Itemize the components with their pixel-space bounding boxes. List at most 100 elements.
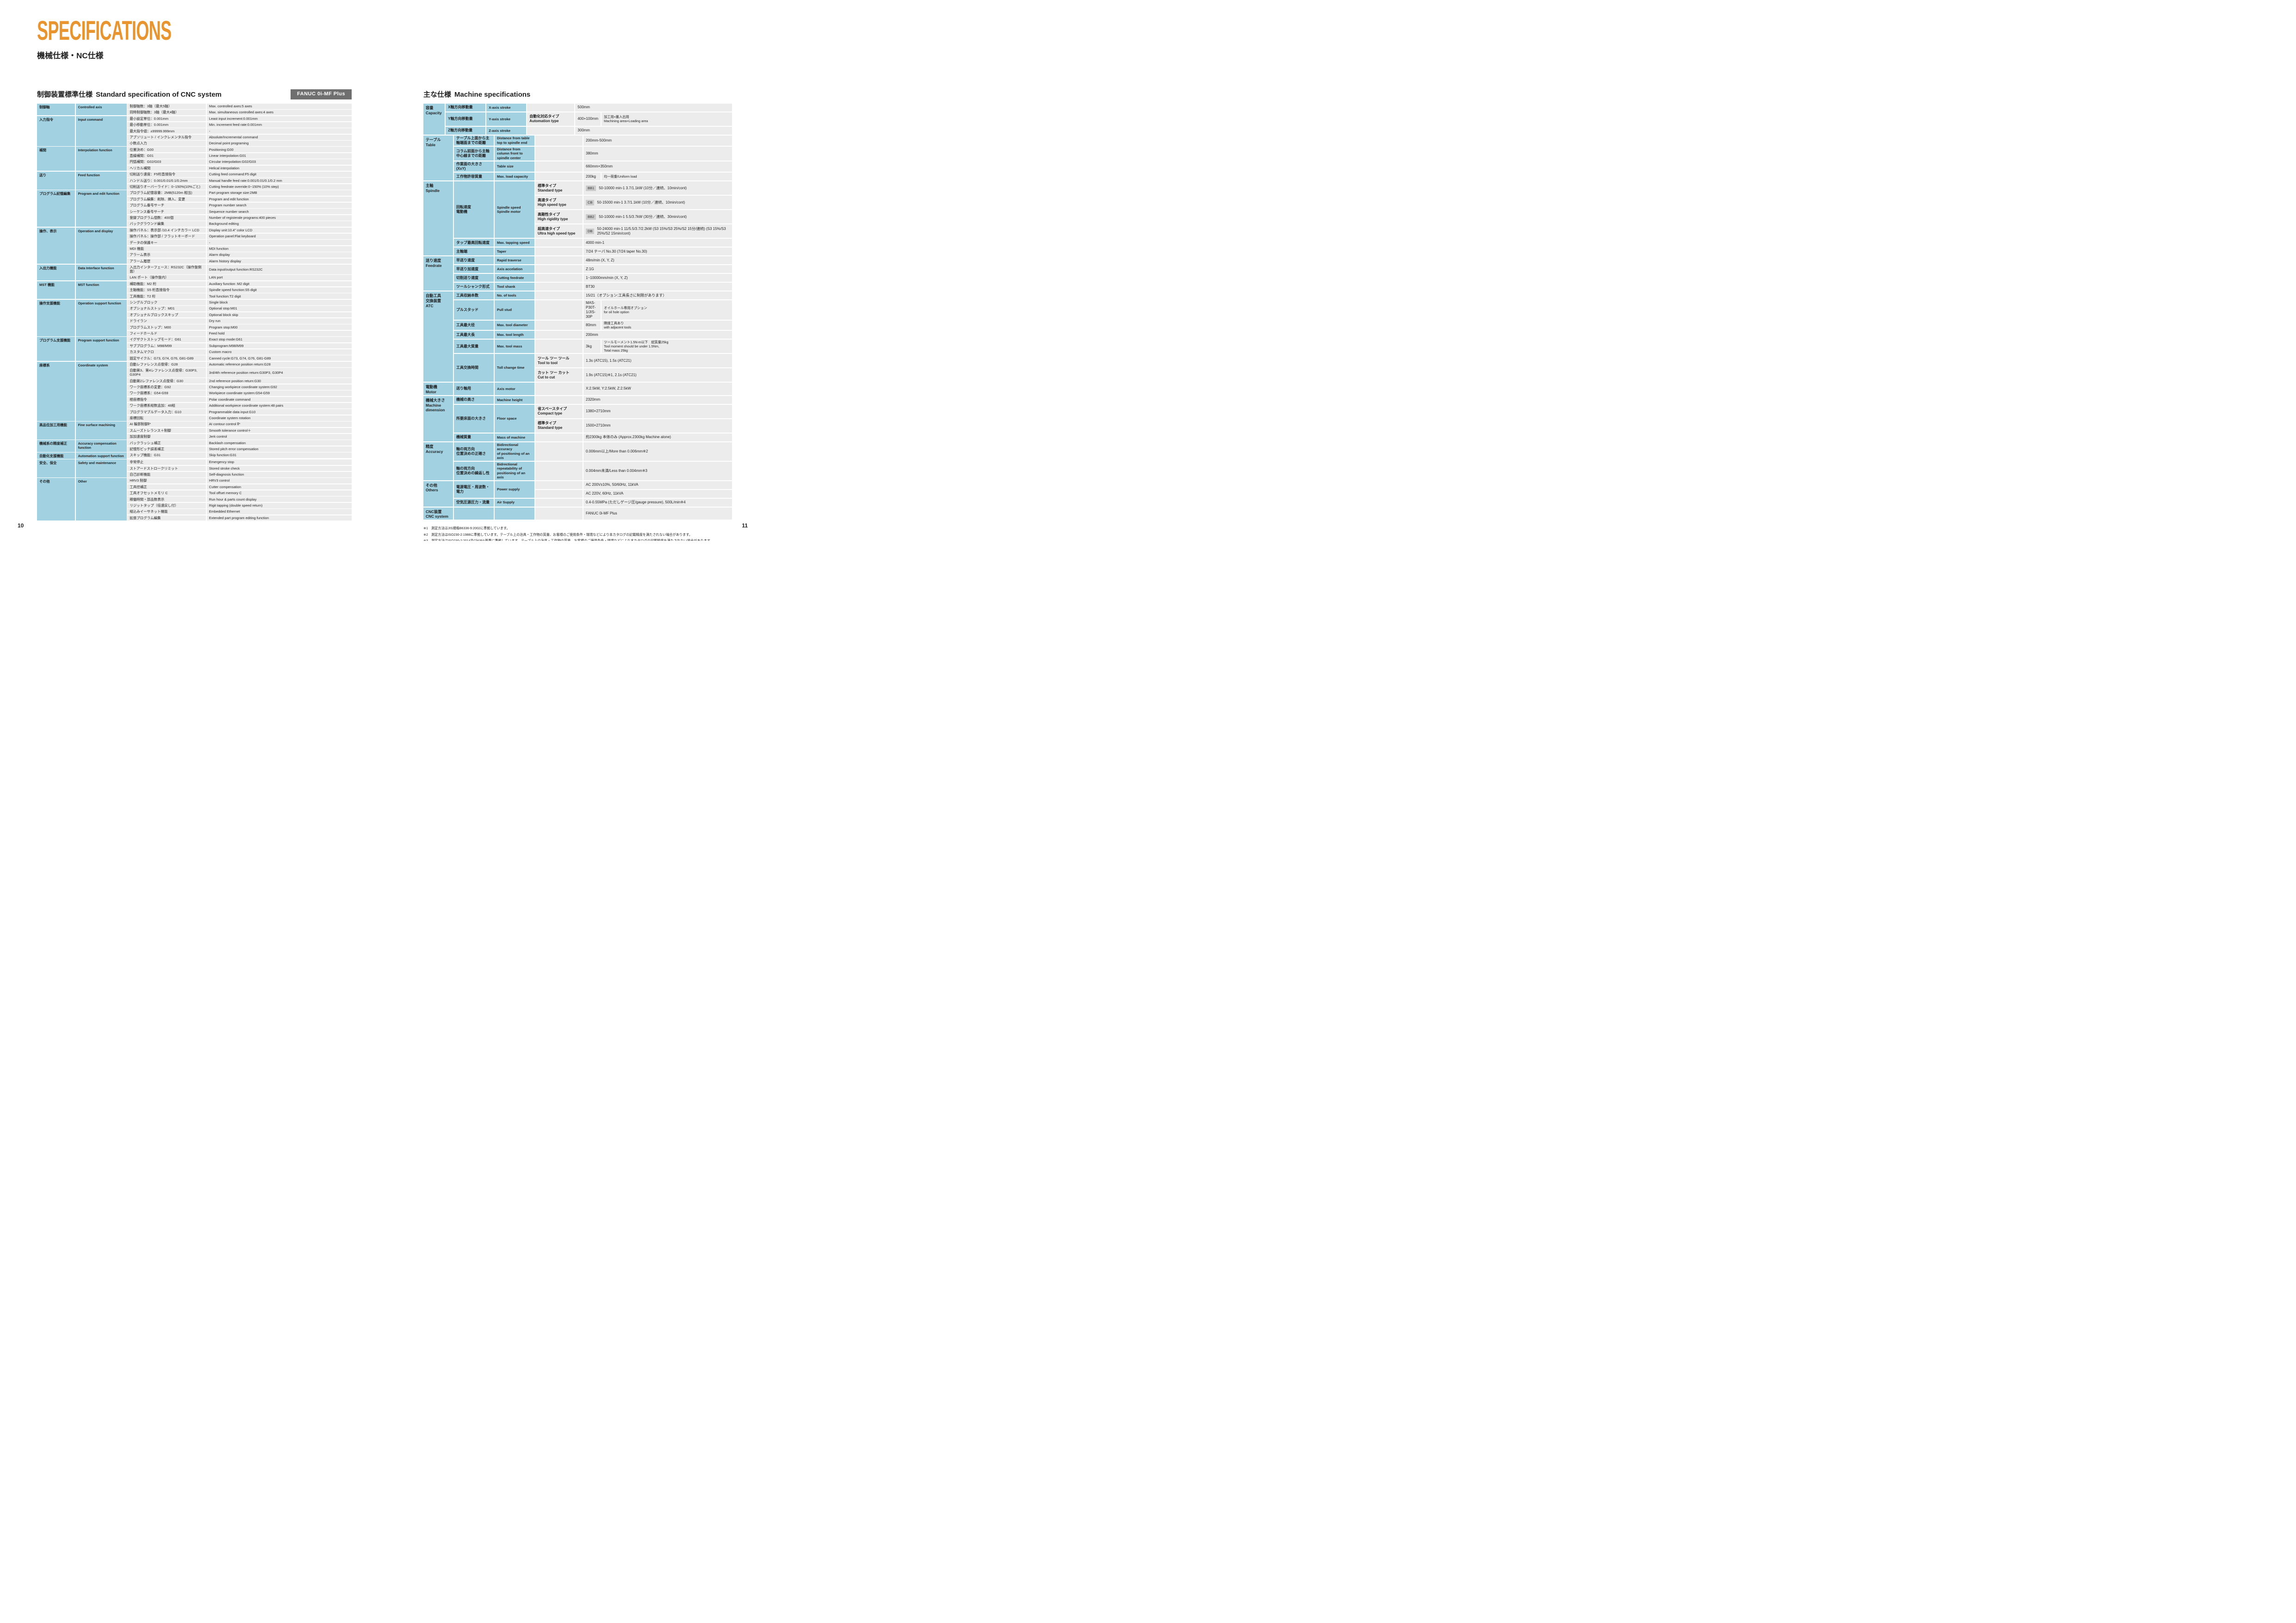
cnc-item-row: MDI 機能 MDI function bbox=[127, 246, 352, 252]
machine-subtype-label: ツール ツー ツール Tool to tool bbox=[535, 354, 583, 368]
machine-item-jp: コラム前面から主軸中心線までの距離 bbox=[454, 146, 494, 161]
machine-value-cell: AC 220V, 60Hz, 11kVA bbox=[583, 489, 732, 498]
machine-value-rows: 300mm bbox=[527, 126, 732, 135]
machine-value-text: 48m/min (X, Y, Z) bbox=[586, 258, 614, 262]
cnc-item-row: ワーク座標系：G54-G59 Workpiece coordinate syste… bbox=[127, 390, 352, 396]
cnc-item-jp: プログラム記憶容量：2MB(5120m 相当) bbox=[127, 190, 206, 196]
cnc-item-en: Custom macro bbox=[206, 349, 352, 355]
cnc-item-en: Number of registerale programs:400 piece… bbox=[206, 215, 352, 221]
cnc-item-jp: シーケンス番号サーチ bbox=[127, 209, 206, 215]
cnc-item-en: Spindle speed function:S5 digit bbox=[206, 287, 352, 293]
footnote-line: ※3 測定方法はISO230-2:2014及びKIRA基準に準拠しています。テーブ… bbox=[423, 539, 732, 541]
machine-value-cell: 48m/min (X, Y, Z) bbox=[583, 256, 732, 265]
cnc-item-en: Max. simultaneous controlled axes:4 axes bbox=[206, 110, 352, 115]
cnc-item-row: アラーム履歴 Alarm history display bbox=[127, 258, 352, 264]
cnc-item-jp: 小数点入力 bbox=[127, 141, 206, 146]
machine-section: テーブル Table テーブル上面から主軸端面までの距離 Distance from … bbox=[423, 135, 732, 181]
machine-value-rows: AC 200V±10%, 50/60Hz, 11kVA AC 220V, 60Hz… bbox=[535, 481, 732, 498]
cnc-item-jp: 工具径補正 bbox=[127, 484, 206, 490]
cnc-item-row: バックラッシュ補正 Backlash compensation bbox=[127, 440, 352, 446]
machine-item-list: 送り軸用 Axis motor X:2.5kW, Y:2.5kW, Z:2.5kW bbox=[454, 383, 732, 395]
cnc-item-en: Automatic reference position return:G28 bbox=[206, 361, 352, 367]
cnc-item-en: Optional stop:M01 bbox=[206, 306, 352, 311]
machine-subtype-label bbox=[535, 340, 583, 353]
machine-value-row: 高剛性タイプ High rigidity type BB2 50-10000 min-… bbox=[535, 210, 732, 224]
cnc-item-en: Dry run bbox=[206, 318, 352, 324]
cnc-category-en: Coordinate system bbox=[75, 361, 127, 421]
machine-item-en: X-axis stroke bbox=[486, 103, 527, 112]
cnc-item-row: カスタムマクロ Custom macro bbox=[127, 349, 352, 355]
machine-value-row: 0.4-0.55MPa (ただしゲージ圧/gauge pressure), 50… bbox=[535, 498, 732, 507]
cnc-item-row: 登録プログラム個数：400個 Number of registerale prog… bbox=[127, 215, 352, 221]
cnc-category-en: Interpolation function bbox=[75, 147, 127, 171]
cnc-item-en: Emergency stop bbox=[206, 459, 352, 465]
machine-value-row: 標準タイプ Standard type BB1 50-10000 min-1 3.7/… bbox=[535, 181, 732, 195]
machine-value-cell: 1380×2710mm bbox=[583, 404, 732, 418]
cnc-item-row: 非常停止 Emergency stop bbox=[127, 459, 352, 465]
spindle-code-badge: DB bbox=[586, 228, 595, 234]
machine-value-row: 2320mm bbox=[535, 396, 732, 404]
machine-value-rows: Z:1G bbox=[535, 265, 732, 273]
machine-value-text: AC 200V±10%, 50/60Hz, 11kVA bbox=[586, 483, 639, 487]
machine-value-rows: BT30 bbox=[535, 283, 732, 291]
machine-subtype-label bbox=[535, 481, 583, 489]
cnc-section: 操作支援機能 Operation support function シングルブロック… bbox=[37, 299, 352, 336]
machine-value-text: 400+100mm bbox=[577, 117, 598, 121]
cnc-item-en: Helical interpolation bbox=[206, 165, 352, 171]
machine-section: 機械大きさ Machine dimension 機械の高さ Machine height… bbox=[423, 396, 732, 441]
cnc-item-row: 自己診断機能 Self-diagnosis function bbox=[127, 471, 352, 477]
machine-value-text: 660mm×350mm bbox=[586, 164, 613, 169]
cnc-spec-column: 制御装置標準仕様 Standard specification of CNC sy… bbox=[37, 89, 352, 521]
machine-value-row: 380mm bbox=[535, 146, 732, 161]
cnc-category-jp: 座標系 bbox=[37, 361, 75, 421]
machine-value-text: Z:1G bbox=[586, 266, 594, 271]
cnc-item-jp: 組込みイーサネット機能 bbox=[127, 509, 206, 515]
machine-subtype-label bbox=[535, 248, 583, 256]
cnc-item-jp: ワーク座標系組数追加：48組 bbox=[127, 403, 206, 409]
cnc-item-jp: 記憶形ピッチ誤差補正 bbox=[127, 446, 206, 452]
cnc-item-jp: ドライラン bbox=[127, 318, 206, 324]
cnc-item-row: 最小設定単位：0.001mm Least input increment:0.00… bbox=[127, 116, 352, 122]
machine-value-rows: 約2300kg 本体のみ (Approx.2300kg Machine alon… bbox=[535, 433, 732, 441]
machine-item-jp: テーブル上面から主軸端面までの距離 bbox=[454, 135, 494, 146]
cnc-item-jp: 最小設定単位：0.001mm bbox=[127, 116, 206, 122]
machine-value-cell: 80mm bbox=[583, 321, 601, 330]
machine-item-row: Z軸方向移動量 Z-axis stroke 300mm bbox=[446, 126, 732, 135]
machine-item-row: 所要床面の大きさ Floor space 省スペースタイプ Compact type 1… bbox=[454, 404, 732, 433]
machine-item-row: 工具収納本数 No. of tools 15/21（オプション:工具長さに制限があり… bbox=[454, 291, 732, 300]
cnc-item-en: Programmable data input:G10 bbox=[206, 409, 352, 415]
cnc-item-en: Extended part program editing function bbox=[206, 515, 352, 521]
machine-section: 容量 Capacity X軸方向移動量 X-axis stroke 500mm Y軸方向移… bbox=[423, 103, 732, 135]
cnc-table-heading-jp: 制御装置標準仕様 bbox=[37, 91, 93, 99]
machine-value-rows: 500mm bbox=[527, 103, 732, 112]
machine-subtype-label bbox=[535, 461, 583, 480]
machine-value-row: 3kg ツールモーメント1.5N-m以下 総質量25kg Tool moment s… bbox=[535, 340, 732, 353]
cnc-section: 高品位加工用機能 Fine surface machining AI 輪郭制御Ⅱ* A… bbox=[37, 421, 352, 440]
machine-value-text: 200kg bbox=[586, 174, 596, 179]
cnc-section: 機械系の精度補正 Accuracy compensation function バッ… bbox=[37, 440, 352, 452]
cnc-item-list: 制御軸数：3軸（最大5軸） Max. controlled axes:5 axes… bbox=[127, 103, 352, 115]
machine-value-rows: 660mm×350mm bbox=[535, 161, 732, 172]
cnc-item-jp: オプショナルブロックスキップ bbox=[127, 312, 206, 318]
cnc-category-jp: 補間 bbox=[37, 147, 75, 171]
cnc-item-row: シングルブロック Single block bbox=[127, 299, 352, 305]
machine-subtype-label bbox=[535, 291, 583, 300]
machine-value-note: オイルホール専用オプション for oil hole option bbox=[602, 300, 732, 320]
cnc-item-en: Decimal point programing bbox=[206, 141, 352, 146]
machine-item-row: 軸の両方向 位置決めの繰返し性 Bidrectional repeatability … bbox=[454, 461, 732, 480]
cnc-item-jp: 円弧補間：G02/G03 bbox=[127, 159, 206, 165]
cnc-item-en: Embedded Ethernet bbox=[206, 509, 352, 515]
machine-item-jp: X軸方向移動量 bbox=[446, 103, 486, 112]
machine-value-cell: 400+100mm bbox=[575, 112, 601, 126]
machine-value-cell: 1500×2710mm bbox=[583, 419, 732, 433]
cnc-item-row: 座標回転 Coordinate system rotation bbox=[127, 415, 352, 421]
cnc-item-en: Absolute/Incremental command bbox=[206, 134, 352, 140]
cnc-item-list: バックラッシュ補正 Backlash compensation 記憶形ピッチ誤差補正… bbox=[127, 440, 352, 452]
footnote-line: ※1 測定方法はJIS規格B6336-9:2002に準拠しています。 bbox=[423, 526, 732, 531]
machine-value-rows: MAS-P30T-1/JIS-30P オイルホール専用オプション for oil h… bbox=[535, 300, 732, 320]
machine-item-list: 電源電圧・周波数・電力 Power supply AC 200V±10%, 50/6… bbox=[454, 481, 732, 507]
machine-value-rows: 200mm-500mm bbox=[535, 135, 732, 146]
machine-value-rows: 0.004mm未満/Less than 0.004mm※3 bbox=[535, 461, 732, 480]
cnc-section: 座標系 Coordinate system 自動レファレンス点復帰：G28 Autom… bbox=[37, 361, 352, 421]
cnc-category-en: Feed function bbox=[75, 172, 127, 190]
